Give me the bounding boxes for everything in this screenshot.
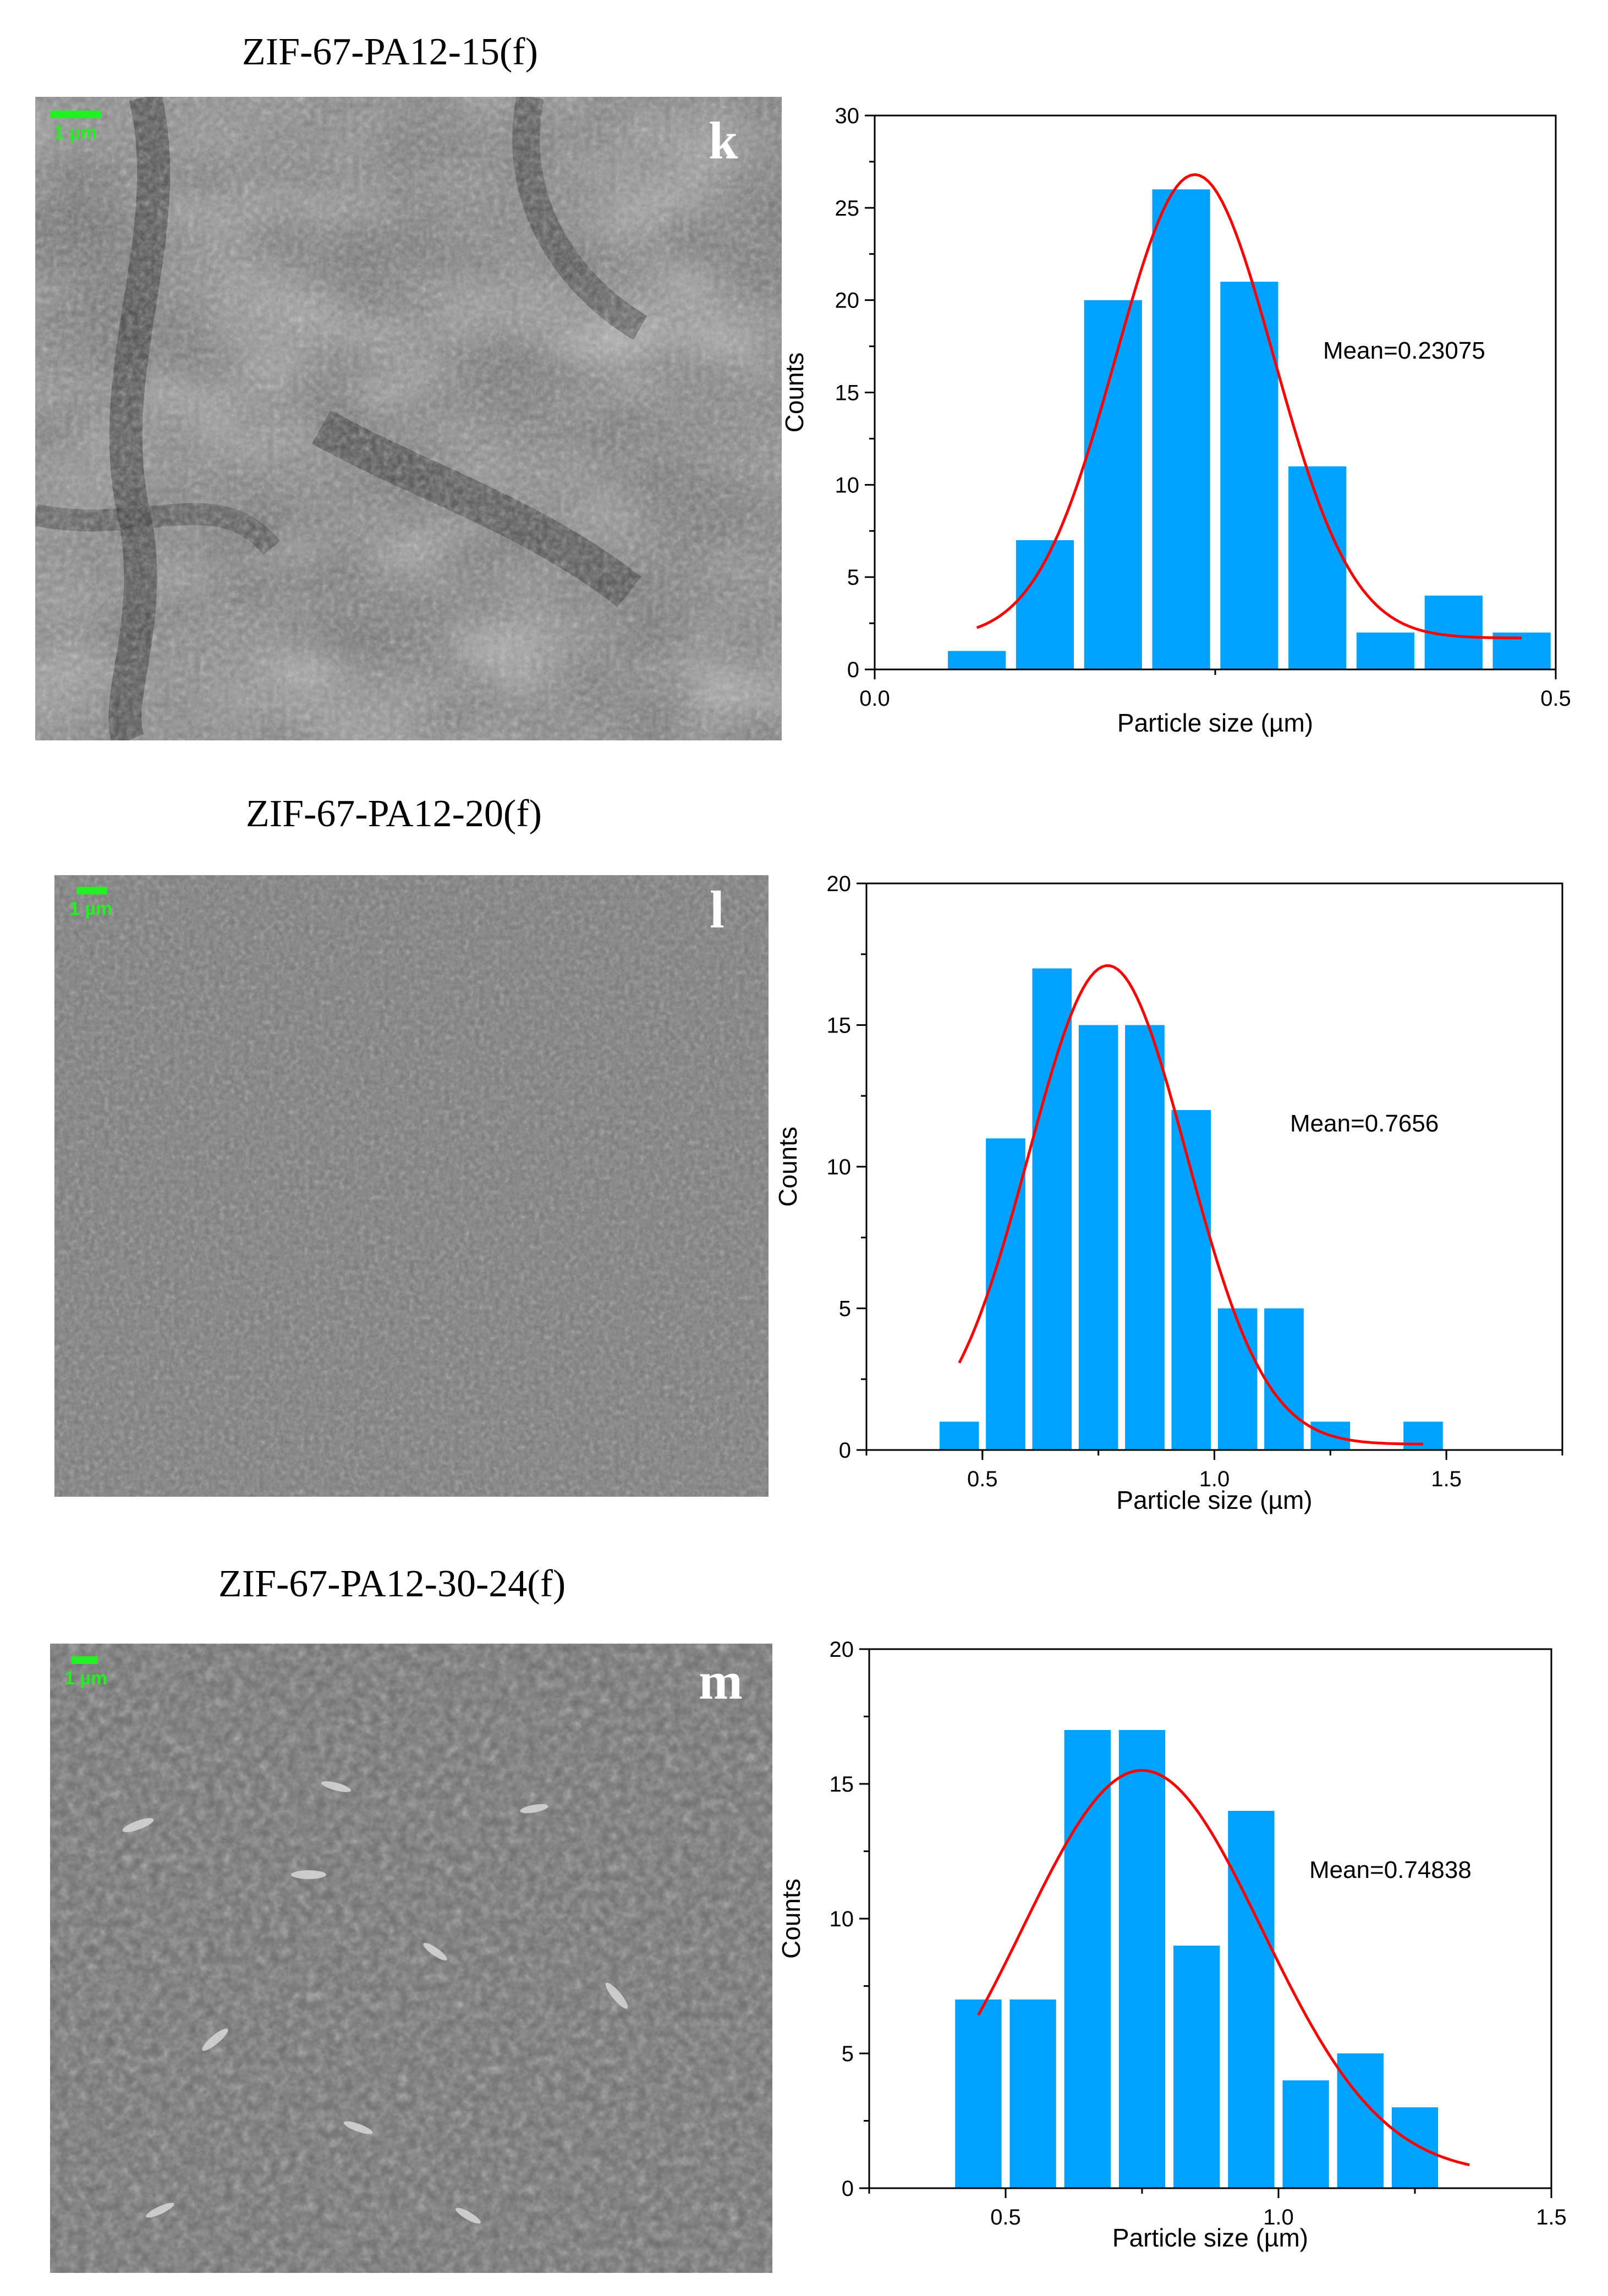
histogram-bar [1171, 1110, 1211, 1450]
sem-image-k [35, 97, 782, 740]
histogram-bar [1220, 282, 1278, 669]
histogram-chart-k: 0 5 10 15 20 25 30 0.0 0.5 Particle size (µm) Coun… [780, 104, 1571, 737]
scale-label-m: 1 µm [64, 1668, 108, 1689]
histogram-bar [1228, 1811, 1275, 2188]
y-tick-label: 0 [847, 658, 859, 682]
sem-texture-l [54, 875, 769, 1497]
scale-label-l: 1 µm [69, 898, 113, 919]
sem-image-l [54, 875, 769, 1497]
histogram-bar [948, 651, 1006, 669]
histogram-bar [1173, 1946, 1220, 2188]
histogram-bar [1125, 1025, 1165, 1450]
x-axis-label: Particle size (µm) [1112, 2223, 1308, 2252]
x-axis-label: Particle size (µm) [1117, 708, 1313, 737]
histogram-bar [1264, 1308, 1304, 1450]
histogram-chart-m: 0 5 10 15 20 0.5 1.0 1.5 Particle size (µm) Count… [777, 1638, 1567, 2252]
y-tick-label: 10 [827, 1155, 852, 1179]
y-tick-label: 20 [830, 1638, 854, 1662]
histogram-bar [1064, 1730, 1111, 2188]
y-axis-label: Counts [780, 353, 809, 433]
x-tick-label: 0.0 [859, 686, 890, 711]
y-tick-label: 5 [847, 565, 859, 590]
panel-m-title: ZIF-67-PA12-30-24(f) [218, 1563, 566, 1605]
sem-image-m [50, 1644, 772, 2273]
y-tick-label: 15 [835, 381, 860, 405]
y-tick-label: 10 [830, 1907, 854, 1931]
scale-bar-l [76, 887, 107, 894]
scale-label-k: 1 µm [54, 122, 97, 143]
gaussian-fit-curve [977, 1768, 1470, 2167]
histogram-bar [1084, 300, 1142, 669]
histogram-bar [1282, 2080, 1329, 2188]
y-tick-label: 15 [830, 1772, 854, 1797]
panel-letter-k: k [709, 111, 738, 170]
histogram-bar [1118, 1730, 1166, 2188]
plot-frame [865, 882, 1563, 1451]
x-tick-label: 0.5 [990, 2205, 1021, 2229]
plot-frame [874, 114, 1557, 671]
histogram-bar [1337, 2053, 1384, 2188]
y-tick-label: 5 [842, 2042, 854, 2066]
mean-annotation: Mean=0.74838 [1309, 1856, 1472, 1883]
y-tick-label: 20 [835, 289, 860, 313]
gaussian-fit-curve [976, 173, 1522, 640]
y-tick-label: 10 [835, 473, 860, 497]
y-tick-label: 25 [835, 196, 860, 221]
sem-texture-m [50, 1644, 772, 2273]
histogram-bar [1009, 2000, 1056, 2188]
x-tick-label: 1.5 [1431, 1467, 1462, 1491]
y-tick-label: 30 [835, 104, 860, 128]
y-tick-label: 0 [839, 1438, 851, 1463]
mean-annotation: Mean=0.7656 [1290, 1110, 1439, 1137]
histogram-bar [939, 1421, 979, 1450]
histogram-bar [1356, 632, 1415, 669]
histogram-bar [1217, 1308, 1258, 1450]
panel-k-title: ZIF-67-PA12-15(f) [242, 31, 538, 73]
sem-texture-k [35, 97, 782, 740]
histogram-bar [955, 2000, 1002, 2188]
panel-letter-m: m [699, 1651, 743, 1710]
x-axis-label: Particle size (µm) [1116, 1486, 1312, 1514]
panel-letter-l: l [710, 880, 725, 939]
mean-annotation: Mean=0.23075 [1323, 337, 1485, 364]
histogram-bar [1078, 1025, 1118, 1450]
x-tick-label: 1.0 [1199, 1467, 1230, 1491]
scale-bar-k [51, 111, 101, 118]
y-tick-label: 5 [839, 1297, 851, 1321]
x-tick-label: 1.5 [1536, 2205, 1567, 2229]
y-axis-label: Counts [773, 1127, 802, 1207]
y-axis-label: Counts [777, 1878, 805, 1959]
histogram-bar [1032, 968, 1072, 1450]
y-tick-label: 0 [842, 2177, 854, 2201]
y-tick-label: 15 [827, 1014, 852, 1038]
histogram-chart-l: 0 5 10 15 20 0.5 1.0 1.5 Particle size (µm) Count… [773, 872, 1563, 1514]
panel-l-title: ZIF-67-PA12-20(f) [246, 793, 542, 835]
x-tick-label: 0.5 [1540, 686, 1571, 711]
x-tick-label: 0.5 [967, 1467, 998, 1491]
y-tick-label: 20 [827, 872, 852, 896]
gaussian-fit-curve [958, 964, 1424, 1446]
histogram-bar [1391, 2107, 1439, 2188]
x-tick-label: 1.0 [1263, 2205, 1294, 2229]
histogram-bar [1403, 1421, 1443, 1450]
scale-bar-m [72, 1656, 98, 1664]
histogram-bar [1152, 189, 1210, 669]
